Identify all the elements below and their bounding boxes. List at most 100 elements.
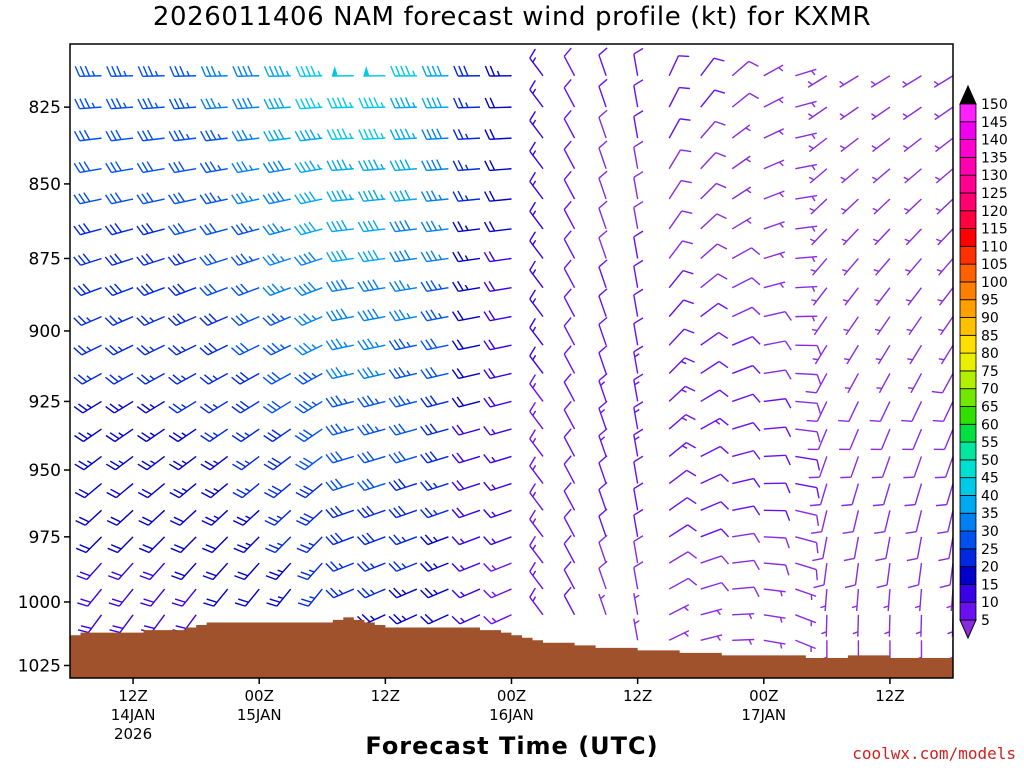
barb-full: [483, 536, 492, 546]
barb-full: [488, 221, 496, 232]
wind-barb: [763, 509, 791, 522]
wind-barb: [842, 258, 859, 276]
wind-barb: [357, 338, 386, 351]
wind-barb: [230, 253, 260, 266]
wind-barb: [763, 482, 791, 494]
barb-half: [317, 133, 321, 139]
barb-staff: [939, 287, 953, 306]
barb-full: [231, 98, 238, 110]
barb-full: [43, 433, 52, 444]
barb-full: [75, 519, 86, 526]
wind-barb: [262, 223, 291, 236]
barb-half: [401, 536, 407, 542]
barb-half: [779, 222, 784, 228]
wind-barb: [167, 313, 197, 326]
wind-barb: [136, 129, 165, 142]
barb-full: [263, 66, 270, 77]
barb-full: [424, 534, 434, 544]
barb-full: [424, 561, 434, 570]
barb-staff: [239, 344, 260, 356]
barb-staff: [937, 228, 953, 246]
barb-full: [172, 374, 182, 383]
barb-full: [403, 249, 411, 260]
wind-barb: [529, 346, 544, 374]
barb-staff: [731, 216, 752, 230]
wind-barb: [420, 395, 449, 408]
wind-barb: [137, 65, 165, 77]
wind-barb: [841, 228, 859, 246]
barb-full: [73, 162, 81, 173]
barb-full: [171, 575, 182, 581]
barb-full: [398, 280, 406, 291]
barb-staff: [668, 328, 685, 346]
credit-link[interactable]: coolwx.com/models: [852, 744, 1016, 763]
wind-barb: [883, 589, 891, 612]
wind-barb: [809, 483, 828, 507]
barb-full: [424, 424, 433, 435]
barb-full: [205, 65, 212, 77]
wind-barb: [231, 129, 260, 142]
barb-staff: [363, 198, 386, 202]
barb-full: [336, 128, 343, 140]
barb-full: [420, 453, 428, 464]
barb-staff: [212, 562, 229, 580]
barb-half: [150, 460, 156, 465]
wind-barb: [633, 47, 644, 76]
wind-barb: [763, 454, 791, 466]
barb-full: [277, 191, 285, 201]
barb-staff: [529, 355, 544, 374]
barb-staff: [633, 236, 639, 259]
barb-staff: [844, 287, 859, 306]
wind-barb: [357, 249, 386, 263]
barb-full: [838, 419, 849, 422]
barb-full: [683, 328, 695, 334]
barb-staff: [270, 315, 292, 326]
barb-full: [373, 128, 380, 139]
barb-staff: [142, 75, 165, 77]
barb-full: [177, 223, 186, 233]
barb-full: [389, 221, 396, 232]
wind-barb: [731, 335, 761, 346]
wind-barb: [872, 228, 891, 246]
barb-staff: [851, 483, 860, 505]
barb-staff: [818, 456, 828, 478]
barb-half: [180, 346, 186, 352]
barb-half: [915, 631, 922, 635]
barb-half: [811, 70, 816, 76]
barb-full: [436, 128, 443, 139]
barb-full: [753, 478, 761, 488]
barb-full: [563, 140, 572, 150]
barb-half: [872, 238, 879, 242]
barb-full: [598, 345, 608, 354]
wind-barb: [876, 373, 891, 394]
barb-staff: [815, 373, 828, 394]
barb-full: [681, 210, 693, 215]
wind-barb: [420, 507, 449, 519]
barb-full: [483, 563, 492, 572]
wind-barb: [668, 604, 690, 616]
wind-barb: [230, 283, 260, 297]
barb-full: [74, 66, 81, 77]
barb-staff: [458, 287, 481, 292]
barb-full: [368, 97, 375, 108]
y-tick-label: 850: [29, 175, 61, 195]
barb-staff: [914, 483, 923, 505]
barb-staff: [237, 168, 260, 174]
barb-full: [267, 285, 276, 295]
wind-barb: [931, 373, 953, 394]
barb-half: [811, 256, 816, 263]
wind-barb: [483, 221, 512, 233]
barb-full: [395, 65, 401, 77]
barb-staff: [700, 473, 721, 485]
barb-full: [236, 162, 244, 172]
barb-half: [905, 269, 911, 273]
wind-barb: [563, 140, 576, 170]
barb-full: [362, 221, 370, 232]
barb-full: [451, 311, 459, 322]
barb-full: [295, 491, 306, 499]
barb-full: [785, 564, 790, 576]
colorbar-label: 60: [981, 417, 999, 433]
barb-full: [715, 182, 727, 189]
